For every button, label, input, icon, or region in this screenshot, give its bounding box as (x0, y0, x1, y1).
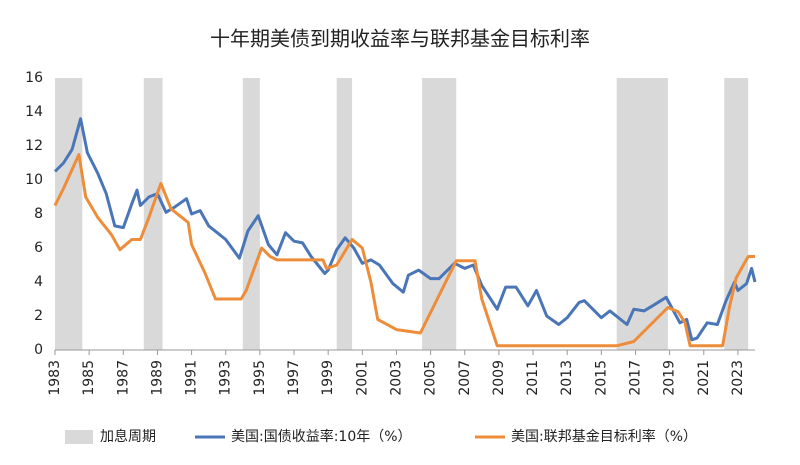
x-tick-label: 2007 (457, 360, 473, 396)
legend-label: 美国:国债收益率:10年（%） (231, 428, 412, 445)
x-tick-label: 2017 (627, 360, 643, 396)
x-tick-label: 1989 (149, 360, 165, 396)
y-tick-label: 0 (34, 342, 43, 358)
x-tick-label: 1991 (184, 360, 200, 396)
series-line (53, 153, 755, 348)
legend-swatch (65, 430, 93, 444)
x-tick-label: 2015 (593, 360, 609, 396)
y-tick-label: 12 (25, 138, 43, 154)
rate-hike-period (242, 78, 260, 350)
y-tick-label: 2 (34, 308, 43, 324)
x-tick-label: 2009 (491, 360, 507, 396)
x-tick-label: 2013 (559, 360, 575, 396)
y-tick-label: 10 (25, 172, 43, 188)
x-tick-label: 1993 (218, 360, 234, 396)
rate-hike-period (55, 78, 83, 350)
y-tick-label: 6 (34, 240, 43, 256)
y-tick-label: 16 (25, 70, 43, 86)
x-tick-label: 1987 (115, 360, 131, 396)
legend-label: 美国:联邦基金目标利率（%） (511, 428, 697, 445)
x-tick-label: 2023 (730, 360, 746, 396)
rate-hike-period (143, 78, 163, 350)
rate-hike-period (616, 78, 668, 350)
y-tick-label: 4 (34, 274, 43, 290)
x-tick-label: 2005 (423, 360, 439, 396)
x-tick-label: 2021 (696, 360, 712, 396)
x-tick-label: 2003 (388, 360, 404, 396)
x-tick-label: 1997 (286, 360, 302, 396)
legend-label: 加息周期 (100, 428, 156, 445)
x-tick-label: 1985 (81, 360, 97, 396)
rate-hike-period (724, 78, 749, 350)
x-tick-label: 2001 (354, 360, 370, 396)
rate-hike-period (422, 78, 457, 350)
x-tick-label: 2019 (662, 360, 678, 396)
y-tick-label: 14 (25, 104, 43, 120)
chart-title: 十年期美债到期收益率与联邦基金目标利率 (210, 27, 590, 51)
x-tick-label: 1995 (252, 360, 268, 396)
rate-hike-period (336, 78, 353, 350)
x-tick-label: 1999 (320, 360, 336, 396)
x-tick-label: 1983 (47, 360, 63, 396)
y-tick-label: 8 (34, 206, 43, 222)
x-tick-label: 2011 (525, 360, 541, 396)
